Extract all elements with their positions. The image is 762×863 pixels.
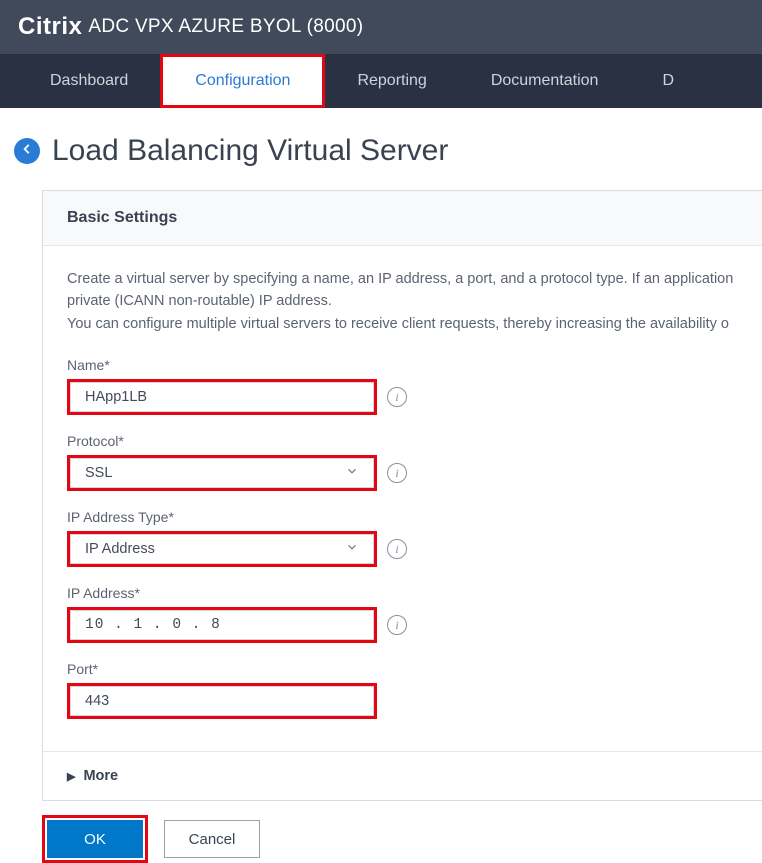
port-label: Port* — [67, 661, 738, 677]
tab-configuration[interactable]: Configuration — [160, 54, 325, 108]
page-header: Load Balancing Virtual Server — [14, 124, 762, 190]
field-ip-address: IP Address* 10 . 1 . 0 . 8 i — [67, 585, 738, 643]
action-row: OK Cancel — [42, 801, 762, 863]
info-icon[interactable]: i — [387, 539, 407, 559]
chevron-down-icon — [345, 540, 359, 558]
field-protocol: Protocol* SSL i — [67, 433, 738, 491]
nav-bar: Dashboard Configuration Reporting Docume… — [0, 54, 762, 108]
tab-downloads-partial[interactable]: D — [630, 54, 684, 108]
ip-address-input[interactable]: 10 . 1 . 0 . 8 — [70, 610, 374, 640]
name-input-highlight — [67, 379, 377, 415]
ip-address-label: IP Address* — [67, 585, 738, 601]
top-bar: Citrix ADC VPX AZURE BYOL (8000) — [0, 0, 762, 54]
protocol-value: SSL — [85, 465, 112, 481]
tab-dashboard[interactable]: Dashboard — [18, 54, 160, 108]
info-icon[interactable]: i — [387, 463, 407, 483]
page-title: Load Balancing Virtual Server — [52, 134, 448, 168]
protocol-label: Protocol* — [67, 433, 738, 449]
protocol-select-highlight: SSL — [67, 455, 377, 491]
panel-body: Create a virtual server by specifying a … — [43, 246, 762, 751]
panel-title: Basic Settings — [43, 191, 762, 246]
ip-type-label: IP Address Type* — [67, 509, 738, 525]
field-port: Port* — [67, 661, 738, 719]
brand-rest: ADC VPX AZURE BYOL (8000) — [88, 16, 363, 38]
port-input-highlight — [67, 683, 377, 719]
triangle-right-icon: ▶ — [67, 770, 75, 783]
ip-type-value: IP Address — [85, 541, 155, 557]
more-label: More — [83, 768, 118, 784]
protocol-select[interactable]: SSL — [70, 458, 374, 488]
ok-button[interactable]: OK — [47, 820, 143, 858]
more-toggle[interactable]: ▶ More — [43, 751, 762, 800]
ok-button-highlight: OK — [42, 815, 148, 863]
content-area: Load Balancing Virtual Server Basic Sett… — [0, 108, 762, 863]
info-icon[interactable]: i — [387, 387, 407, 407]
ip-type-select[interactable]: IP Address — [70, 534, 374, 564]
arrow-left-icon — [20, 142, 34, 161]
ip-address-input-highlight: 10 . 1 . 0 . 8 — [67, 607, 377, 643]
tab-reporting[interactable]: Reporting — [325, 54, 458, 108]
intro-text: Create a virtual server by specifying a … — [67, 268, 738, 335]
back-button[interactable] — [14, 138, 40, 164]
ip-type-select-highlight: IP Address — [67, 531, 377, 567]
brand-bold: Citrix — [18, 13, 82, 41]
name-input[interactable] — [70, 382, 374, 412]
tab-documentation[interactable]: Documentation — [459, 54, 631, 108]
cancel-button[interactable]: Cancel — [164, 820, 260, 858]
chevron-down-icon — [345, 464, 359, 482]
basic-settings-panel: Basic Settings Create a virtual server b… — [42, 190, 762, 801]
port-input[interactable] — [70, 686, 374, 716]
field-name: Name* i — [67, 357, 738, 415]
name-label: Name* — [67, 357, 738, 373]
info-icon[interactable]: i — [387, 615, 407, 635]
field-ip-type: IP Address Type* IP Address i — [67, 509, 738, 567]
